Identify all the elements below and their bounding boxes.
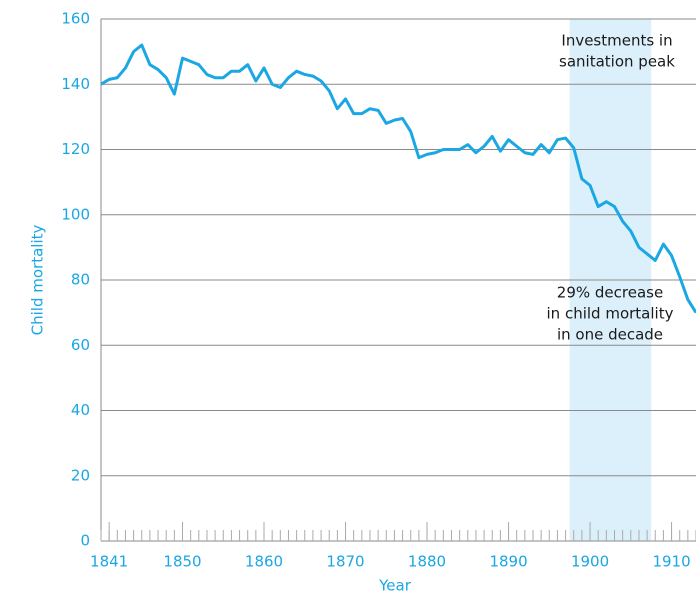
x-tick-label: 1900 [571, 553, 609, 571]
annotation: in child mortality [547, 305, 674, 323]
y-tick-label: 80 [71, 271, 90, 289]
x-tick-label: 1850 [163, 553, 201, 571]
y-tick-label: 60 [71, 336, 90, 354]
annotation: in one decade [557, 326, 663, 344]
y-tick-label: 120 [61, 140, 90, 158]
y-tick-label: 0 [80, 532, 90, 550]
x-tick-label: 1890 [489, 553, 527, 571]
y-tick-label: 100 [61, 205, 90, 223]
y-tick-label: 140 [61, 75, 90, 93]
annotation: 29% decrease [557, 284, 663, 302]
x-tick-label: 1880 [408, 553, 446, 571]
data-line [101, 43, 696, 314]
x-tick-label: 1910 [652, 553, 690, 571]
x-tick-label: 1860 [245, 553, 283, 571]
y-axis-label: Child mortality [29, 225, 47, 336]
x-tick-label: 1841 [90, 553, 128, 571]
x-axis-label: Year [378, 577, 412, 595]
annotation: sanitation peak [559, 53, 675, 71]
y-tick-label: 20 [71, 466, 90, 484]
y-tick-label: 160 [61, 10, 90, 28]
annotation: Investments in [561, 32, 672, 50]
y-tick-label: 40 [71, 401, 90, 419]
x-tick-label: 1870 [326, 553, 364, 571]
